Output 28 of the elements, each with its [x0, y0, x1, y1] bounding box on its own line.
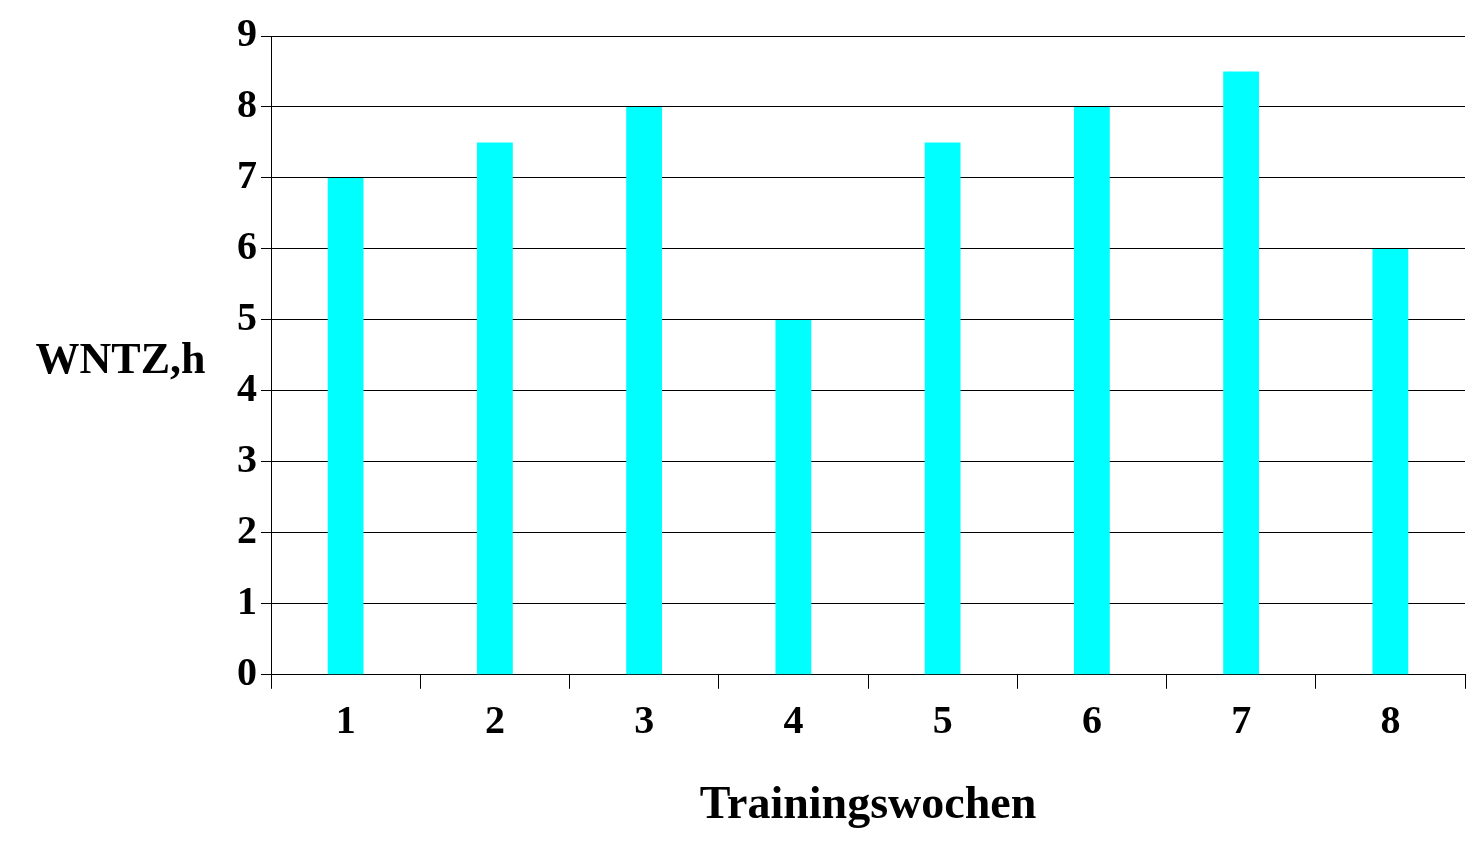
- bar: [1073, 106, 1110, 675]
- bar: [775, 319, 812, 675]
- y-tick-label: 8: [237, 81, 257, 127]
- bar: [1223, 71, 1260, 675]
- x-tick-label: 4: [783, 697, 804, 743]
- x-tick-label: 7: [1231, 697, 1252, 743]
- bar: [327, 177, 364, 675]
- y-tick-label: 0: [237, 649, 257, 695]
- y-tick-label: 7: [237, 152, 257, 198]
- y-tick-label: 9: [237, 10, 257, 56]
- x-axis-title: Trainingswochen: [699, 777, 1037, 829]
- y-tick-label: 3: [237, 436, 257, 482]
- x-tick-label: 2: [484, 697, 505, 743]
- y-tick-label: 1: [237, 578, 257, 624]
- y-axis-title: WNTZ,h: [34, 332, 207, 385]
- bar: [626, 106, 663, 675]
- x-tick-label: 6: [1081, 697, 1102, 743]
- x-tick-label: 8: [1380, 697, 1401, 743]
- y-tick-label: 5: [237, 294, 257, 340]
- bar: [924, 142, 961, 675]
- x-tick-label: 3: [634, 697, 655, 743]
- x-tick-label: 5: [932, 697, 953, 743]
- y-tick-label: 2: [237, 507, 257, 553]
- y-tick-label: 6: [237, 223, 257, 269]
- bar: [1372, 248, 1409, 675]
- bar: [476, 142, 513, 675]
- x-tick-label: 1: [335, 697, 356, 743]
- y-tick-label: 4: [237, 365, 257, 411]
